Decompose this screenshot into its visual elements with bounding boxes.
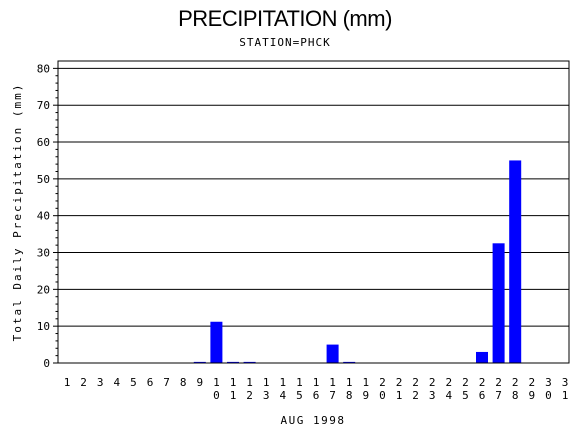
bar-day-9 xyxy=(193,361,206,363)
y-tick-label: 60 xyxy=(37,136,50,149)
y-axis-label: Total Daily Precipitation (mm) xyxy=(11,83,24,342)
y-axis-ticks: 0 10 20 30 40 50 60 70 80 xyxy=(37,62,58,370)
bar-day-18 xyxy=(343,361,356,363)
bars xyxy=(193,160,522,363)
plot-frame xyxy=(57,60,570,364)
bar-day-11 xyxy=(227,361,239,363)
y-tick-label: 0 xyxy=(43,357,50,370)
x-tick-label: 3 xyxy=(97,376,104,389)
x-axis-label: AUG 1998 xyxy=(281,414,346,427)
x-tick-label: 2 xyxy=(80,376,87,389)
x-tick-label: 1 xyxy=(64,376,71,389)
bar-day-26 xyxy=(476,351,488,363)
y-tick-label: 40 xyxy=(37,210,50,223)
x-tick-label: 6 xyxy=(147,376,154,389)
bar-day-28 xyxy=(509,160,522,363)
x-tick-label: 7 xyxy=(163,376,170,389)
grid-lines xyxy=(58,67,569,327)
x-tick-label: 5 xyxy=(130,376,137,389)
chart-subtitle: STATION=PHCK xyxy=(239,36,331,49)
x-tick-label: 9 xyxy=(196,376,203,389)
y-tick-label: 50 xyxy=(37,173,50,186)
x-tick-label: 8 xyxy=(180,376,187,389)
bar-day-10 xyxy=(210,321,223,363)
y-tick-label: 30 xyxy=(37,247,50,260)
y-tick-label: 70 xyxy=(37,99,50,112)
x-axis-ticks: 1 2 3 4 5 6 7 8 9 1 01 11 21 31 41 51 61 71 81 92 02 12 22 32 42… xyxy=(64,376,569,402)
bar-day-27 xyxy=(492,243,505,363)
y-tick-label: 80 xyxy=(37,62,50,75)
y-tick-label: 10 xyxy=(37,320,50,333)
chart-title: PRECIPITATION (mm) xyxy=(178,6,392,31)
bar-day-12 xyxy=(243,361,256,363)
y-tick-label: 20 xyxy=(37,283,50,296)
bar-day-17 xyxy=(326,344,339,363)
x-tick-label: 4 xyxy=(113,376,120,389)
